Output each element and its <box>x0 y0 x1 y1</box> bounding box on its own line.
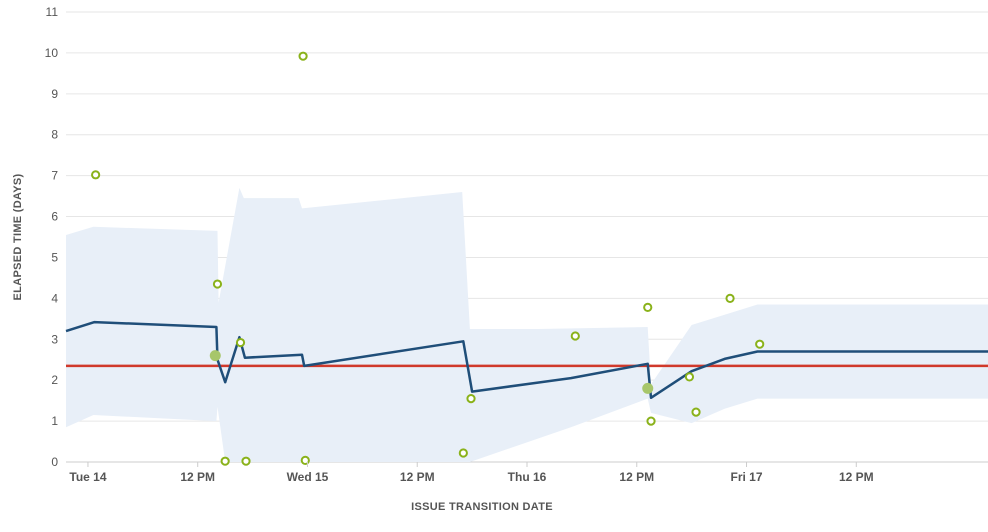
issue-point[interactable] <box>725 293 735 303</box>
y-axis-title: ELAPSED TIME (DAYS) <box>12 174 24 301</box>
issue-point[interactable] <box>91 170 101 180</box>
y-tick-label: 5 <box>51 250 58 264</box>
x-axis-ticks: Tue 14 12 PM Wed 15 12 PM Thu 16 12 PM Fri 17 1… <box>69 462 874 484</box>
x-axis-title: ISSUE TRANSITION DATE <box>411 501 553 513</box>
issue-point[interactable] <box>684 372 695 382</box>
issue-point[interactable] <box>298 51 308 61</box>
issue-point[interactable] <box>691 407 701 417</box>
x-tick-label: Thu 16 <box>508 470 547 484</box>
y-tick-label: 11 <box>46 5 59 19</box>
issue-point[interactable] <box>212 279 223 289</box>
issue-point[interactable] <box>235 337 246 348</box>
issue-point[interactable] <box>466 393 476 404</box>
issue-point[interactable] <box>643 302 653 312</box>
issue-point[interactable] <box>241 456 251 466</box>
x-tick-label: 12 PM <box>839 470 874 484</box>
x-tick-label: Fri 17 <box>731 470 763 484</box>
x-tick-label: 12 PM <box>180 470 215 484</box>
issue-point[interactable] <box>755 339 765 349</box>
issue-cluster-point[interactable] <box>642 382 654 394</box>
y-tick-label: 9 <box>51 87 58 101</box>
y-tick-label: 0 <box>51 455 58 469</box>
issue-cluster-point[interactable] <box>209 350 221 362</box>
y-tick-label: 10 <box>45 46 59 60</box>
y-tick-label: 8 <box>51 128 58 142</box>
y-tick-label: 1 <box>51 414 58 428</box>
x-tick-label: 12 PM <box>619 470 654 484</box>
x-tick-label: Tue 14 <box>69 470 106 484</box>
y-axis-ticks: 0 1 2 3 4 5 6 7 8 9 10 11 <box>45 5 59 469</box>
issue-point[interactable] <box>220 456 230 466</box>
x-tick-label: 12 PM <box>400 470 435 484</box>
issue-point[interactable] <box>570 331 580 341</box>
y-tick-label: 4 <box>51 291 58 305</box>
x-tick-label: Wed 15 <box>287 470 329 484</box>
y-tick-label: 3 <box>51 332 58 346</box>
y-tick-label: 2 <box>51 373 58 387</box>
y-tick-label: 7 <box>51 169 58 183</box>
std-dev-band-area <box>66 187 988 462</box>
issue-point[interactable] <box>646 416 656 426</box>
issue-point[interactable] <box>458 448 468 458</box>
standard-deviation-band <box>66 187 988 462</box>
y-tick-label: 6 <box>51 210 58 224</box>
